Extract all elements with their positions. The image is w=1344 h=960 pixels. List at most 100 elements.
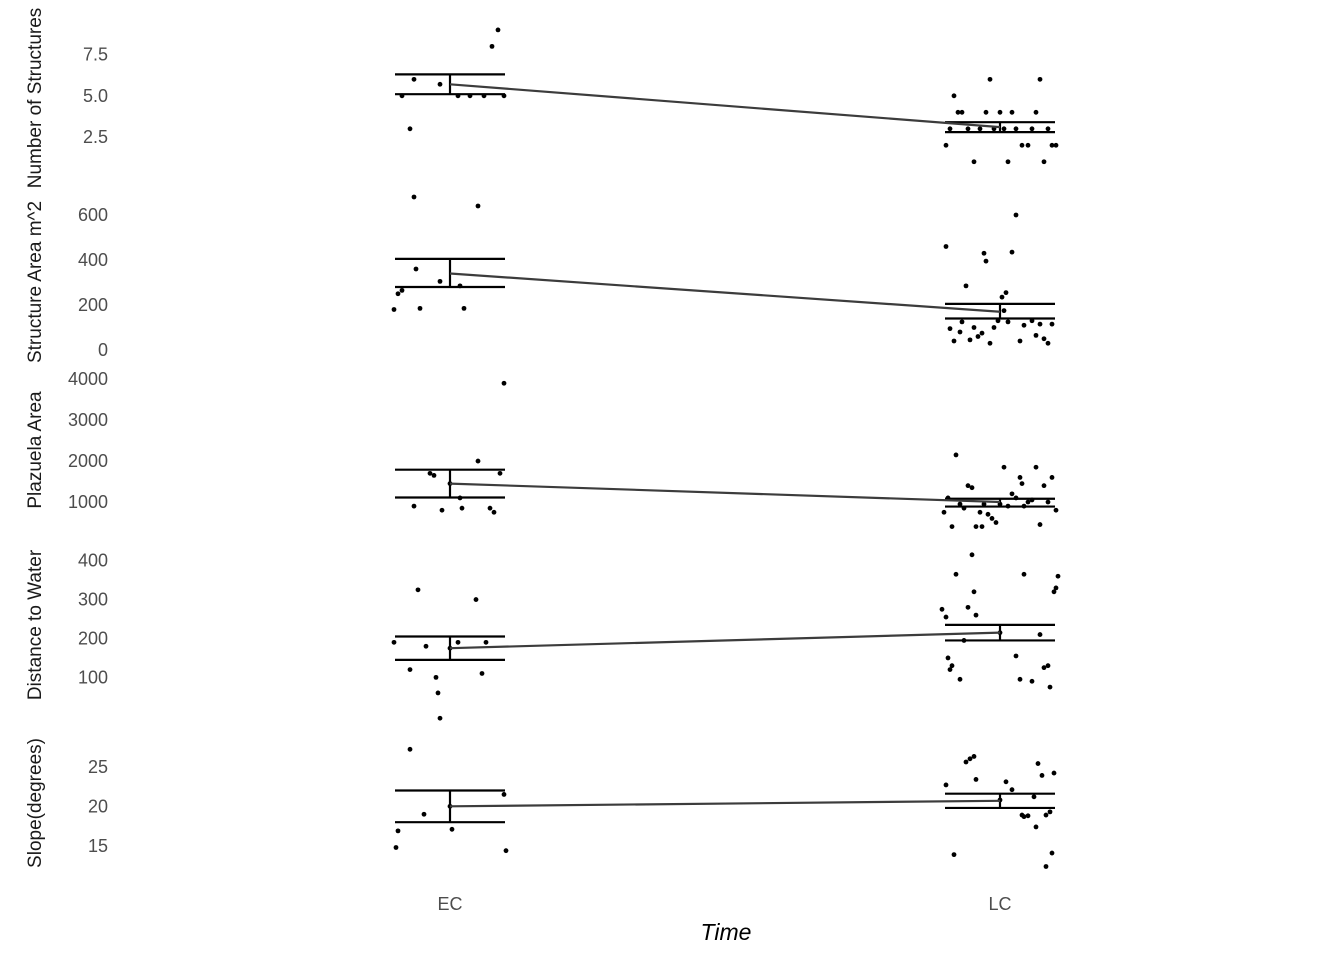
data-point	[1017, 475, 1023, 480]
data-point	[1029, 678, 1035, 684]
data-point	[979, 330, 985, 336]
data-point	[993, 520, 999, 525]
data-point	[991, 325, 997, 330]
data-point	[975, 334, 981, 339]
data-point	[395, 291, 401, 297]
data-point	[951, 338, 957, 344]
chart-panel: Number of Structures 2.5 5.0 7.5	[25, 8, 1059, 188]
data-point	[957, 329, 963, 335]
data-point	[965, 483, 971, 489]
data-point	[433, 674, 439, 680]
data-point	[939, 606, 945, 612]
y-tick-label: 100	[78, 667, 108, 687]
data-point	[1035, 761, 1041, 766]
data-point	[475, 203, 481, 209]
data-point	[427, 470, 433, 476]
chart-panel: Plazuela Area 1000 2000 3000 4000	[25, 369, 1059, 530]
y-tick-label: 200	[78, 628, 108, 648]
mean-line	[449, 83, 1001, 129]
data-point	[449, 826, 455, 832]
data-point	[969, 552, 975, 558]
data-point	[965, 126, 971, 132]
data-point	[945, 655, 951, 661]
data-point	[951, 93, 957, 99]
y-tick-label: 20	[88, 796, 108, 816]
data-point	[1041, 665, 1047, 671]
data-point	[399, 287, 405, 293]
data-point	[955, 109, 961, 115]
data-point	[987, 340, 993, 346]
data-point	[483, 639, 489, 645]
data-point	[979, 524, 985, 530]
data-point	[1053, 507, 1059, 513]
data-point	[1013, 212, 1019, 218]
data-point	[981, 250, 987, 256]
error-bar	[395, 257, 505, 289]
data-point	[947, 326, 953, 332]
data-point	[1033, 464, 1039, 470]
data-point	[439, 507, 445, 513]
error-bar	[945, 623, 1055, 642]
data-point	[501, 792, 507, 797]
data-point	[973, 777, 979, 782]
data-point	[941, 509, 947, 515]
data-point	[983, 258, 989, 264]
data-point	[1013, 126, 1019, 132]
data-point	[393, 845, 399, 850]
data-point	[1003, 290, 1009, 296]
data-point	[943, 782, 949, 788]
y-tick-label: 400	[78, 250, 108, 270]
data-point	[1043, 864, 1049, 869]
y-axis-title: Distance to Water	[25, 549, 46, 700]
data-point	[1049, 850, 1055, 856]
data-point	[971, 589, 977, 595]
data-point	[959, 319, 965, 325]
data-point	[411, 76, 417, 82]
data-point	[1019, 142, 1025, 148]
data-point	[1043, 812, 1049, 818]
data-point	[1031, 794, 1037, 800]
data-point	[1041, 336, 1047, 342]
data-point	[1009, 787, 1015, 793]
data-point	[985, 511, 991, 517]
data-point	[977, 509, 983, 515]
data-point	[1021, 571, 1027, 577]
data-point	[1033, 109, 1039, 115]
data-point	[431, 473, 437, 478]
data-point	[943, 142, 949, 148]
y-tick-label: 15	[88, 836, 108, 856]
y-axis-title: Structure Area m^2	[25, 201, 46, 363]
data-point	[437, 81, 443, 87]
data-point	[391, 307, 397, 312]
data-point	[1017, 676, 1023, 682]
y-tick-label: 2000	[68, 451, 108, 471]
data-point	[1053, 142, 1059, 148]
data-point	[1003, 779, 1009, 785]
data-point	[963, 759, 969, 765]
mean-line	[449, 272, 1001, 313]
data-point	[1039, 773, 1045, 778]
mean-line	[449, 631, 1001, 650]
data-point	[1049, 321, 1055, 327]
y-tick-label: 2.5	[83, 127, 108, 147]
data-point	[957, 501, 963, 507]
data-point	[1041, 483, 1047, 489]
y-axis-title: Plazuela Area	[25, 391, 46, 509]
data-point	[1053, 585, 1059, 591]
data-point	[1047, 684, 1053, 690]
data-point	[1013, 653, 1019, 659]
data-point	[1021, 322, 1027, 328]
data-point	[1037, 321, 1043, 327]
data-point	[1009, 109, 1015, 115]
data-point	[1045, 499, 1051, 505]
error-bar	[945, 497, 1055, 508]
mean-line	[449, 799, 1001, 808]
data-point	[969, 485, 975, 491]
data-point	[1037, 632, 1043, 637]
chart-panel: Structure Area m^2 0 200 400 600	[25, 194, 1055, 363]
data-point	[981, 501, 987, 507]
data-point	[983, 109, 989, 115]
data-point	[489, 43, 495, 49]
data-point	[1049, 475, 1055, 480]
